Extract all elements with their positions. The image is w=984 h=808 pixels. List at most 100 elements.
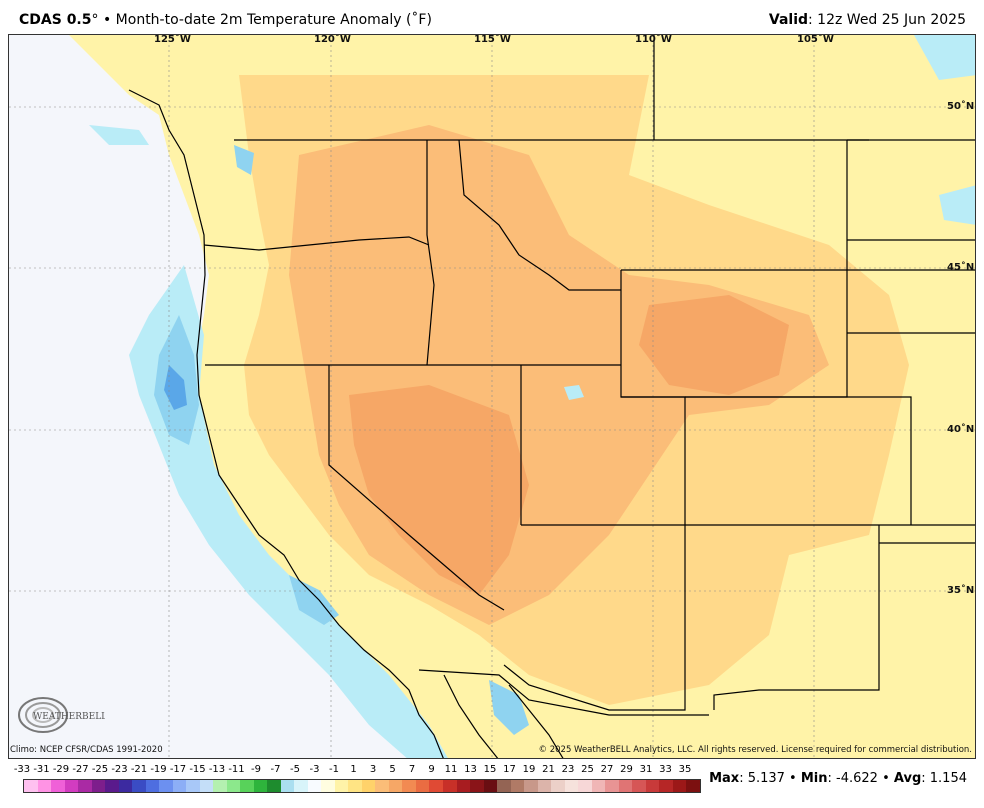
lon-label-115w: 115˚W [474, 34, 511, 45]
colorbar-tick-label: -13 [208, 764, 226, 775]
avg-label: Avg [893, 771, 922, 786]
colorbar-tick-label: -11 [228, 764, 245, 775]
colorbar-swatch [632, 780, 646, 792]
colorbar-swatch [645, 780, 660, 792]
colorbar-swatch [456, 780, 471, 792]
colorbar-swatch [91, 780, 106, 792]
nd-box [846, 139, 975, 334]
stats-summary: Max: 5.137 • Min: -4.622 • Avg: 1.154 [709, 771, 967, 786]
colorbar-swatch [78, 780, 92, 792]
nm-tx-border [713, 525, 880, 710]
colorbar-swatch [105, 780, 119, 792]
colorbar-swatch [172, 780, 187, 792]
colorbar-swatch [524, 780, 538, 792]
colorbar-tick-label: 21 [542, 764, 555, 775]
colorbar-swatch [375, 780, 389, 792]
colorbar-swatch [659, 780, 673, 792]
degree-symbol: ° [91, 12, 99, 28]
colorbar-swatch [159, 780, 173, 792]
colorbar-swatch [686, 780, 700, 792]
colorbar-swatch [267, 780, 281, 792]
colorbar-tick-label: 5 [389, 764, 396, 775]
warm-anomaly-core [349, 385, 529, 595]
product-name: CDAS 0.5 [19, 12, 92, 28]
nv-ca-border [328, 365, 505, 611]
cool-anomaly-socal [289, 575, 339, 625]
cool-anomaly-utah [564, 385, 584, 400]
colorbar-tick-label: -21 [130, 764, 148, 775]
colorbar-swatch [307, 780, 322, 792]
colorbar-tick-label: -19 [150, 764, 167, 775]
colorbar-swatch [551, 780, 565, 792]
cool-anomaly-coast [129, 265, 448, 758]
colorbar-labels: -33 -31 -29 -27 -25 -23 -21 -19 -17 -15 -13 -11 -9 -7… [12, 764, 712, 778]
cool-anomaly-nw [89, 125, 149, 145]
colorbar-swatch [199, 780, 214, 792]
colorbar-tick-label: -17 [169, 764, 187, 775]
colorbar-swatch [510, 780, 525, 792]
product-description: Month-to-date 2m Temperature Anomaly (˚F… [115, 12, 432, 28]
colorbar-swatch [672, 780, 687, 792]
lon-label-110w: 110˚W [635, 34, 672, 45]
lat-label-50n: 50˚N [947, 101, 975, 112]
map-canvas [9, 35, 975, 758]
state-boundaries [128, 35, 975, 758]
colorbar-tick-label: 15 [483, 764, 497, 775]
lat-label-45n: 45˚N [947, 262, 975, 273]
colorbar-swatch [470, 780, 484, 792]
cool-anomaly-baja [489, 680, 529, 735]
colorbar-swatch [64, 780, 79, 792]
colorbar-swatch [442, 780, 457, 792]
colorbar-swatch [51, 780, 65, 792]
colorbar-swatch [186, 780, 200, 792]
colorbar-swatch [497, 780, 511, 792]
anomaly-map: 125˚W 120˚W 115˚W 110˚W 105˚W 50˚N 45˚N … [8, 34, 976, 759]
wa-or-border [203, 236, 430, 251]
valid-value: : 12z Wed 25 Jun 2025 [808, 12, 966, 28]
baja-coast [443, 674, 564, 758]
weatherbell-logo: WEATHERBELL [18, 697, 105, 733]
climo-note: Climo: NCEP CFSR/CDAS 1991-2020 [10, 745, 163, 755]
cool-anomaly-core [164, 365, 187, 410]
colorbar-tick-label: -29 [52, 764, 70, 775]
colorbar-swatch [37, 780, 52, 792]
colorbar-swatch [334, 780, 349, 792]
colorbar-swatch [402, 780, 416, 792]
colorbar-swatch [240, 780, 254, 792]
colorbar-swatch [321, 780, 335, 792]
colorbar-tick-label: 19 [522, 764, 536, 775]
colorbar-tick-label: 29 [620, 764, 633, 775]
avg-value: : 1.154 [921, 771, 967, 786]
logo-text: WEATHERBELL [33, 712, 105, 722]
colorbar-tick-label: 7 [408, 764, 416, 775]
colorbar-swatch [145, 780, 160, 792]
colorbar-swatch [578, 780, 592, 792]
coastline [128, 89, 444, 758]
mexico-border [418, 669, 709, 716]
colorbar-swatch [294, 780, 308, 792]
lon-label-105w: 105˚W [797, 34, 834, 45]
colorbar-swatch [591, 780, 606, 792]
colorbar-swatch [415, 780, 430, 792]
max-label: Max [709, 771, 740, 786]
colorbar-tick-label: 35 [678, 764, 692, 775]
colorbar-swatch [226, 780, 241, 792]
graticule [9, 35, 975, 758]
id-west-border [426, 140, 435, 366]
valid-time: Valid: 12z Wed 25 Jun 2025 [769, 12, 966, 28]
colorbar-swatch [213, 780, 227, 792]
colorbar-tick-label: 31 [639, 764, 653, 775]
colorbar-tick-label: -31 [33, 764, 50, 775]
colorbar-tick-label: -7 [270, 764, 281, 775]
colorbar-tick-label: 33 [659, 764, 672, 775]
colorbar-swatch [618, 780, 633, 792]
colorbar-tick-label: 27 [600, 764, 614, 775]
colorbar-swatch [605, 780, 619, 792]
colorbar-tick-label: 11 [444, 764, 458, 775]
cool-anomaly-ne [914, 35, 975, 80]
colorbar-tick-label: 13 [464, 764, 477, 775]
colorbar-swatch [429, 780, 443, 792]
colorbar-tick-label: -23 [111, 764, 128, 775]
colorbar-tick-label: 3 [369, 764, 377, 775]
title-bullet: • [102, 12, 112, 28]
